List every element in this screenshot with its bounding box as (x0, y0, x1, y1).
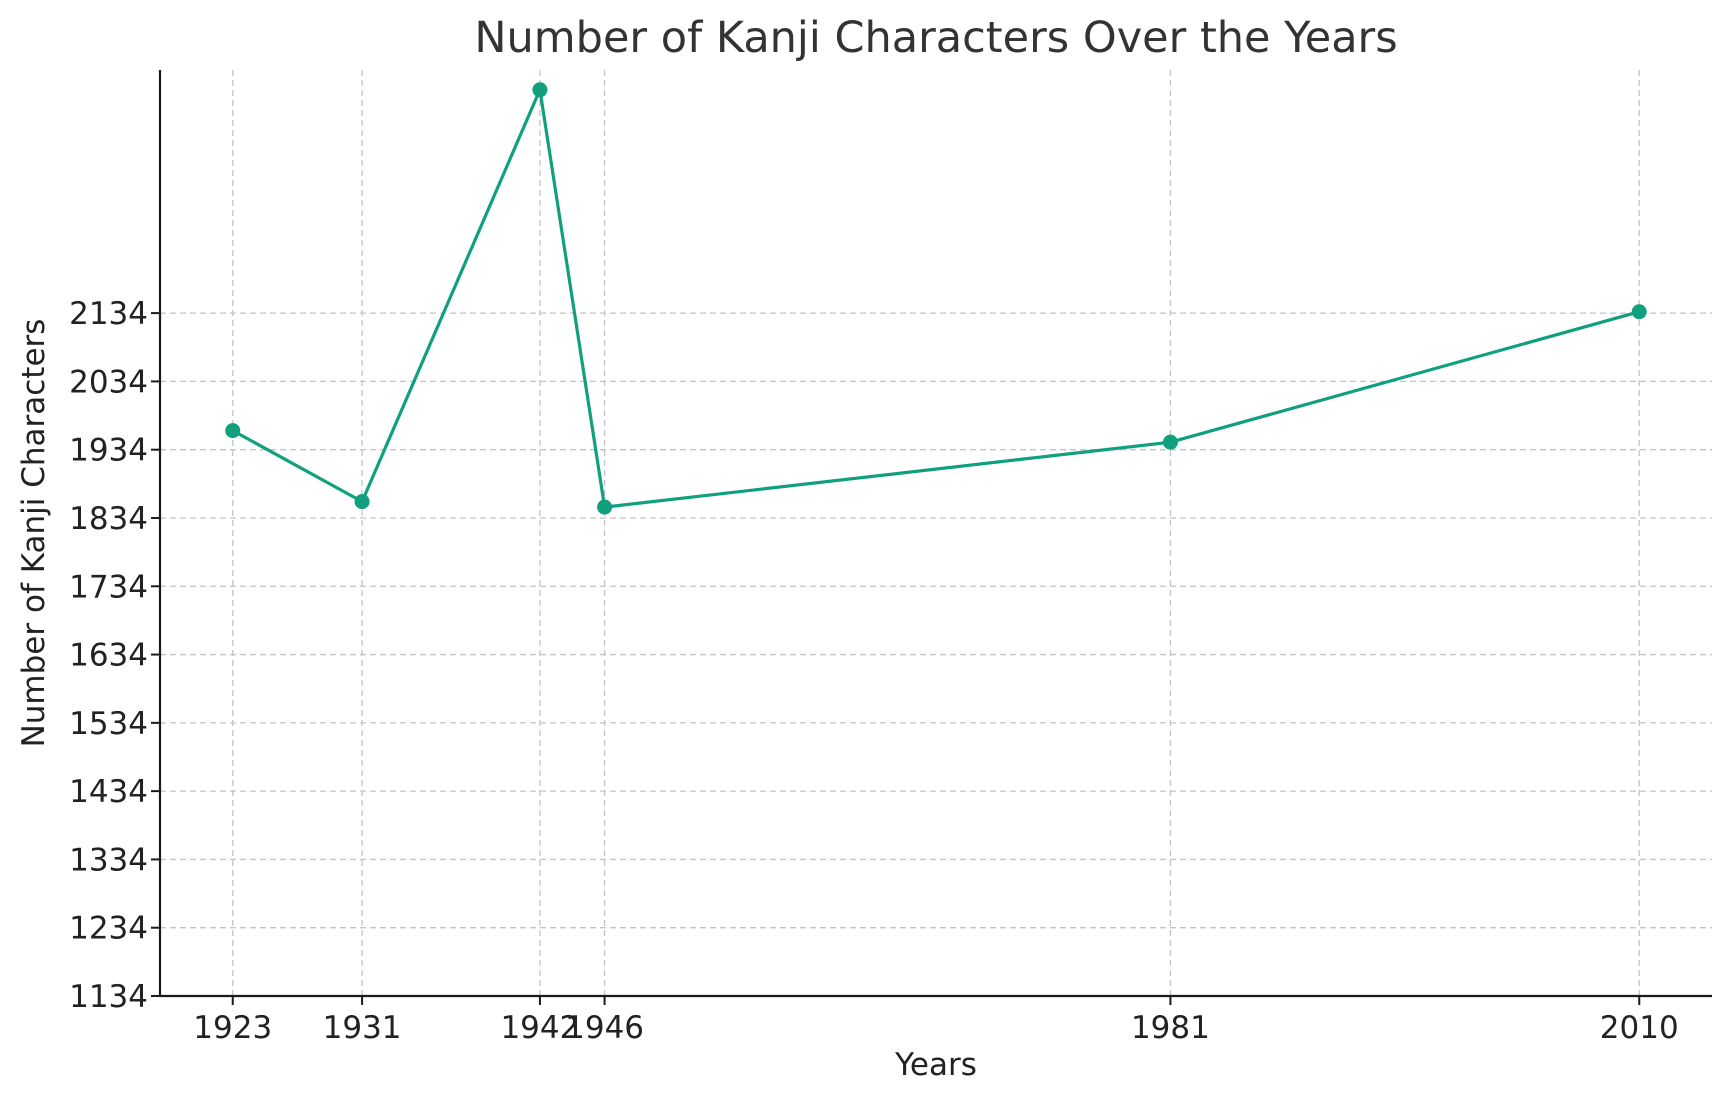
y-tick-label: 2134 (69, 296, 148, 332)
data-point-marker (1162, 434, 1178, 450)
chart-title: Number of Kanji Characters Over the Year… (474, 13, 1397, 63)
y-tick-label: 1234 (69, 911, 148, 947)
axes-layer (158, 70, 1712, 998)
x-tick-label: 2010 (1600, 1010, 1679, 1046)
y-tick-label: 1134 (69, 979, 148, 1015)
data-point-marker (597, 499, 613, 515)
ticks-layer: 1134 1234 1334 1434 1534 1634 1734 1834 1934 2034… (69, 296, 1679, 1046)
data-point-marker (225, 423, 241, 439)
y-tick-label: 1834 (69, 501, 148, 537)
x-axis-label: Years (894, 1047, 977, 1083)
x-tick-label: 1946 (565, 1010, 644, 1046)
data-point-marker (1631, 304, 1647, 320)
y-tick-label: 1534 (69, 706, 148, 742)
y-tick-label: 1434 (69, 774, 148, 810)
data-point-marker (354, 494, 370, 510)
grid-layer (160, 70, 1712, 996)
x-tick-label: 1942 (500, 1010, 579, 1046)
series-line (232, 88, 1640, 509)
x-tick-label: 1981 (1131, 1010, 1210, 1046)
series-layer (225, 82, 1647, 515)
x-tick-label: 1923 (193, 1010, 272, 1046)
data-point-marker (532, 82, 548, 98)
x-tick-label: 1931 (323, 1010, 402, 1046)
y-axis-label: Number of Kanji Characters (16, 319, 52, 748)
y-tick-label: 2034 (69, 364, 148, 400)
y-tick-label: 1934 (69, 433, 148, 469)
y-tick-label: 1334 (69, 842, 148, 878)
y-tick-label: 1634 (69, 638, 148, 674)
y-tick-label: 1734 (69, 569, 148, 605)
